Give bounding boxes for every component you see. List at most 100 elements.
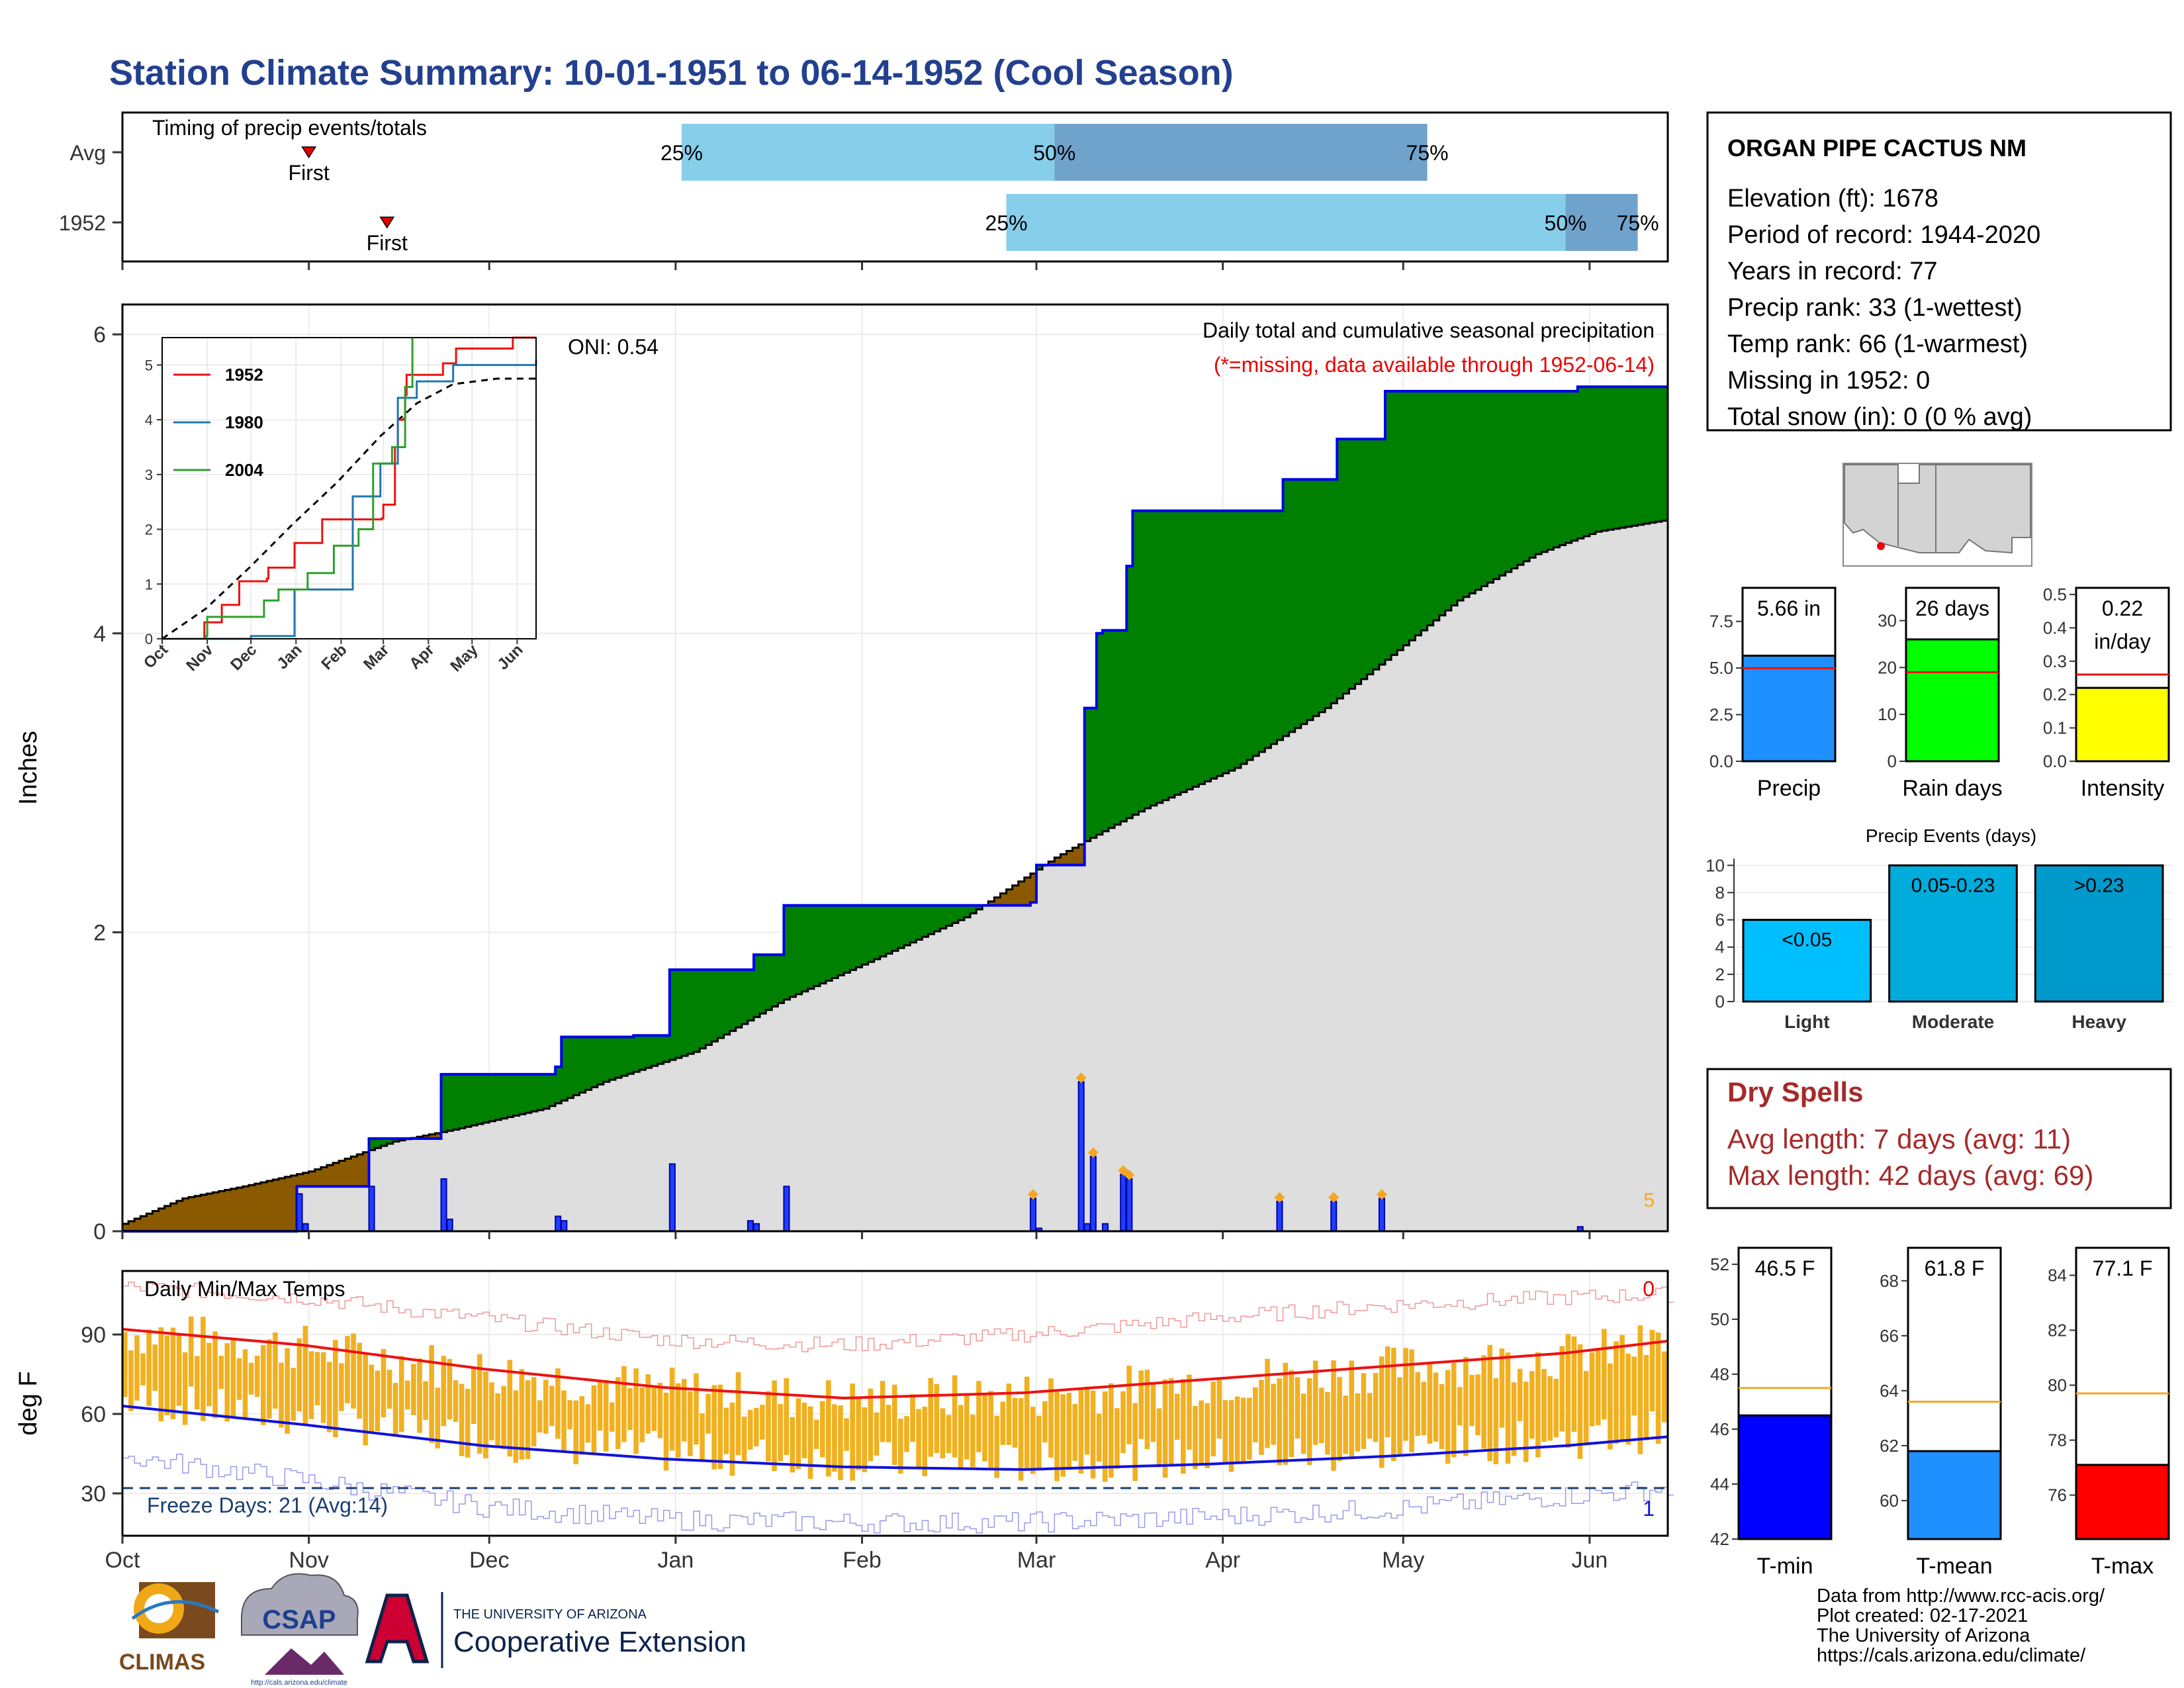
daily-temp-bar xyxy=(345,1336,350,1403)
daily-temp-bar xyxy=(236,1358,242,1400)
surplus-fill xyxy=(1379,439,1386,665)
daily-temp-bar xyxy=(513,1390,519,1463)
daily-temp-bar xyxy=(1565,1334,1571,1448)
deficit-fill xyxy=(1072,847,1079,865)
surplus-fill xyxy=(1505,391,1512,573)
temp-y-tick-label: 90 xyxy=(81,1323,106,1348)
surplus-fill xyxy=(1228,510,1236,771)
daily-temp-bar xyxy=(928,1378,934,1457)
daily-temp-bar xyxy=(128,1350,134,1411)
daily-temp-bar xyxy=(717,1384,723,1470)
daily-temp-bar xyxy=(1271,1383,1276,1445)
daily-temp-bar xyxy=(1193,1405,1198,1470)
surplus-fill xyxy=(1511,391,1518,569)
daily-temp-bar xyxy=(1367,1393,1373,1439)
deficit-fill xyxy=(273,1179,279,1231)
daily-temp-bar xyxy=(140,1353,146,1385)
station-years: Years in record: 77 xyxy=(1727,258,1938,285)
daily-temp-bar xyxy=(1661,1351,1667,1423)
deficit-fill xyxy=(248,1185,255,1231)
daily-temp-bar xyxy=(723,1407,729,1454)
daily-temp-bar xyxy=(1439,1384,1445,1449)
daily-temp-bar xyxy=(1433,1372,1439,1442)
surplus-fill xyxy=(819,905,827,984)
surplus-fill xyxy=(1337,439,1343,699)
surplus-fill xyxy=(1222,510,1230,774)
deficit-fill xyxy=(1024,877,1031,906)
daily-temp-bar xyxy=(489,1382,494,1440)
surplus-fill xyxy=(392,1139,400,1142)
credit-plot-created: Plot created: 02-17-2021 xyxy=(1817,1605,2028,1626)
daily-temp-bar xyxy=(615,1377,621,1450)
daily-temp-bar xyxy=(844,1418,849,1451)
daily-temp-bar xyxy=(627,1387,633,1430)
surplus-fill xyxy=(663,1035,670,1062)
inset-series-1980 xyxy=(162,359,537,640)
surplus-fill xyxy=(471,1074,478,1126)
deficit-fill xyxy=(326,1165,334,1187)
surplus-fill xyxy=(615,1037,622,1078)
summary-tick-label: 0.1 xyxy=(2043,718,2067,738)
temp-y-axis: 30 60 90 xyxy=(81,1323,122,1507)
daily-temp-bar xyxy=(1463,1357,1469,1456)
surplus-fill xyxy=(1403,391,1410,645)
month-label: Nov xyxy=(289,1548,328,1573)
surplus-fill xyxy=(597,1037,604,1085)
deficit-fill xyxy=(218,1191,225,1231)
summary-tick-label: 0 xyxy=(1888,751,1897,771)
temp-y-tick-label: 60 xyxy=(81,1402,106,1427)
daily-temp-bar xyxy=(291,1368,296,1421)
month-label: Dec xyxy=(469,1548,509,1573)
surplus-fill xyxy=(1463,391,1470,597)
deficit-fill xyxy=(146,1213,153,1231)
surplus-fill xyxy=(1445,391,1452,611)
daily-temp-bar xyxy=(1259,1380,1264,1455)
events-bar xyxy=(1742,919,1872,1003)
daily-temp-bar xyxy=(1541,1369,1547,1442)
surplus-fill xyxy=(772,955,778,1007)
daily-temp-bar xyxy=(1247,1397,1252,1460)
surplus-fill xyxy=(1168,510,1175,798)
summary-value: 77.1 F xyxy=(2093,1256,2153,1280)
surplus-fill xyxy=(1096,633,1103,835)
daily-temp-bar xyxy=(1060,1394,1066,1477)
events-y-tick-label: 4 xyxy=(1715,937,1725,957)
daily-precip-bar xyxy=(440,1178,447,1233)
surplus-fill xyxy=(1162,510,1169,800)
daily-temp-bar xyxy=(1240,1397,1246,1464)
daily-temp-bar xyxy=(1150,1382,1156,1442)
surplus-fill xyxy=(1102,630,1109,831)
daily-temp-bar xyxy=(591,1385,597,1453)
daily-temp-bar xyxy=(705,1393,711,1434)
daily-temp-bar xyxy=(176,1333,182,1406)
surplus-fill xyxy=(549,1074,556,1106)
surplus-fill xyxy=(958,905,965,921)
surplus-fill xyxy=(489,1074,496,1121)
deficit-fill xyxy=(128,1221,135,1231)
inset-y-tick-label: 1 xyxy=(145,576,153,592)
inset-lines xyxy=(161,336,537,640)
daily-temp-bar xyxy=(952,1375,958,1458)
deficit-fill xyxy=(1060,854,1067,865)
normal-max-line xyxy=(122,1328,1668,1400)
daily-temp-bar xyxy=(1210,1382,1216,1456)
normal-min-line xyxy=(122,1405,1668,1472)
summary-label: Rain days xyxy=(1902,776,2002,801)
daily-temp-bar xyxy=(988,1391,993,1468)
avg-cumulative-line xyxy=(122,520,1669,1225)
daily-temp-bar xyxy=(994,1415,999,1478)
surplus-fill xyxy=(1499,391,1506,576)
daily-precip-marker xyxy=(1328,1192,1340,1203)
summary-tick-label: 10 xyxy=(1878,704,1897,724)
daily-temp-bar xyxy=(1602,1329,1607,1420)
timing-row-1952-label: 1952 xyxy=(59,211,106,235)
timing-quartile-label: 75% xyxy=(1617,211,1659,235)
deficit-fill xyxy=(285,1176,291,1231)
daily-temp-bar xyxy=(1535,1352,1541,1458)
events-y-tick-label: 0 xyxy=(1715,992,1725,1011)
daily-temp-bar xyxy=(639,1387,645,1442)
daily-temp-bar xyxy=(1162,1379,1168,1478)
surplus-fill xyxy=(807,905,815,989)
daily-temp-bar xyxy=(483,1372,488,1459)
summary-label: T-mean xyxy=(1916,1554,1992,1579)
